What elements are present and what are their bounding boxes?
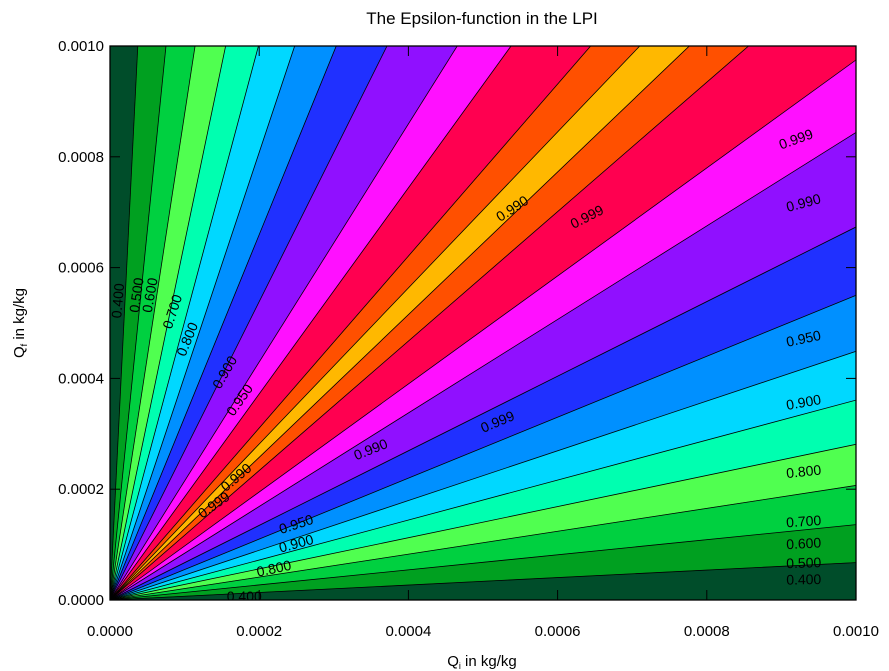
x-axis: 0.0000 0.0002 0.0004 0.0006 0.0008 0.0010 [87, 46, 879, 640]
contour-line [110, 46, 641, 600]
x-tick-label: 0.0002 [236, 623, 282, 640]
contour-label: 0.400 [786, 571, 822, 588]
y-tick-label: 0.0008 [58, 149, 104, 166]
contour-label: 0.400 [227, 588, 262, 604]
contour-line [110, 46, 458, 600]
contour-line [110, 46, 196, 600]
contour-label: 0.400 [108, 282, 127, 319]
x-axis-title-subscript: i [459, 661, 461, 671]
contour-label: 0.900 [785, 391, 822, 413]
contour-line [110, 443, 856, 600]
contour-band [110, 46, 856, 600]
contour-label: 0.800 [785, 461, 822, 481]
contour-label: 0.600 [139, 276, 161, 313]
y-tick-label: 0.0002 [58, 481, 104, 498]
y-tick-label: 0.0010 [58, 38, 104, 55]
contour-label: 0.500 [126, 276, 147, 313]
x-tick-label: 0.0004 [385, 623, 431, 640]
y-axis-title-unit: in kg/kg [11, 288, 28, 344]
x-tick-label: 0.0010 [833, 623, 879, 640]
contour-line [110, 350, 856, 600]
plot-frame [109, 45, 857, 601]
contour-line [110, 562, 856, 600]
contour-line [110, 226, 856, 600]
contour-line [110, 46, 139, 600]
contour-line [110, 46, 388, 600]
contour-line [110, 59, 856, 600]
y-tick-label: 0.0006 [58, 260, 104, 277]
contour-label: 0.600 [786, 534, 822, 552]
contour-line [110, 46, 296, 600]
contour-line [110, 46, 227, 600]
y-axis-title: Qf in kg/kg [11, 288, 29, 358]
y-tick-label: 0.0004 [58, 370, 104, 387]
y-axis-title-symbol: Q [11, 346, 28, 358]
contour-line [110, 46, 512, 600]
contour-label: 0.500 [786, 554, 822, 571]
contour-line [110, 46, 167, 600]
contour-label: 0.700 [786, 512, 822, 530]
y-tick-label: 0.0000 [58, 592, 104, 609]
x-tick-label: 0.0000 [87, 623, 133, 640]
x-tick-label: 0.0006 [535, 623, 581, 640]
contour-line [110, 294, 856, 600]
contour-line [110, 131, 856, 600]
contour-line [110, 46, 592, 600]
chart-title: The Epsilon-function in the LPI [366, 9, 598, 28]
y-axis: 0.0000 0.0002 0.0004 0.0006 0.0008 0.0010 [58, 38, 856, 609]
contour-line [110, 46, 690, 600]
contour-line [110, 524, 856, 600]
contour-bands [110, 46, 856, 600]
contour-line [110, 485, 856, 600]
contour-line [110, 46, 750, 600]
contour-line [110, 46, 259, 600]
contour-label: 0.950 [785, 327, 823, 350]
contour-lines [110, 46, 856, 600]
x-axis-title-symbol: Q [447, 653, 459, 670]
contour-line [110, 399, 856, 600]
y-axis-title-subscript: f [19, 343, 29, 346]
x-axis-title-unit: in kg/kg [461, 653, 517, 670]
contour-line [110, 46, 337, 600]
x-tick-label: 0.0008 [684, 623, 730, 640]
x-axis-title: Qi in kg/kg [447, 653, 517, 671]
contour-label: 0.800 [255, 557, 293, 580]
